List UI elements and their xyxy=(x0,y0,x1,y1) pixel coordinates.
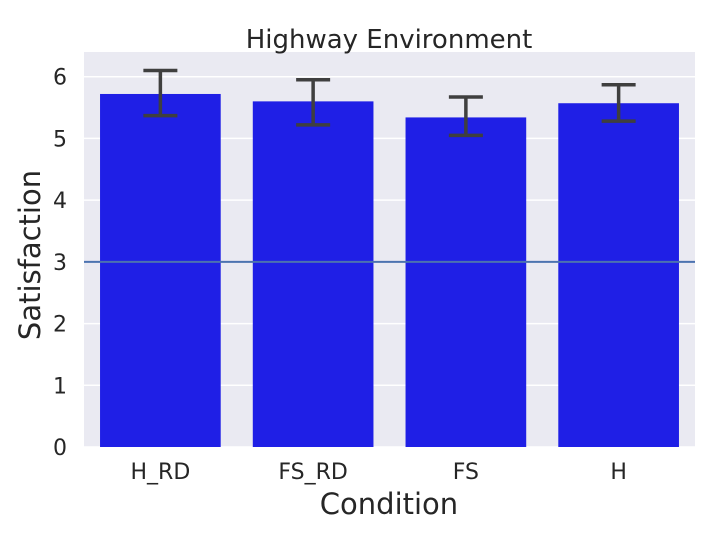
x-axis-label: Condition xyxy=(320,487,458,521)
bar xyxy=(558,103,679,447)
y-tick-label: 0 xyxy=(53,436,67,461)
bars xyxy=(100,93,679,447)
y-tick-label: 2 xyxy=(53,313,67,338)
y-tick-label: 4 xyxy=(53,189,67,214)
x-tick-labels: H_RD FS_RD FS H xyxy=(130,460,626,485)
bar xyxy=(252,101,374,447)
y-tick-label: 3 xyxy=(53,251,67,276)
chart-title: Highway Environment xyxy=(246,25,533,55)
error-bars xyxy=(143,68,636,138)
x-tick-label: FS_RD xyxy=(278,460,347,485)
x-tick-label: FS xyxy=(453,460,479,485)
y-axis-label: Satisfaction xyxy=(13,170,47,340)
y-tick-label: 1 xyxy=(53,374,67,399)
y-tick-label: 5 xyxy=(53,127,67,152)
x-tick-label: H_RD xyxy=(130,460,190,485)
bar xyxy=(100,93,221,447)
y-tick-label: 6 xyxy=(53,66,67,91)
bar xyxy=(405,117,527,447)
y-tick-labels: 0 1 2 3 4 5 6 xyxy=(53,66,67,461)
x-tick-label: H xyxy=(610,460,627,485)
